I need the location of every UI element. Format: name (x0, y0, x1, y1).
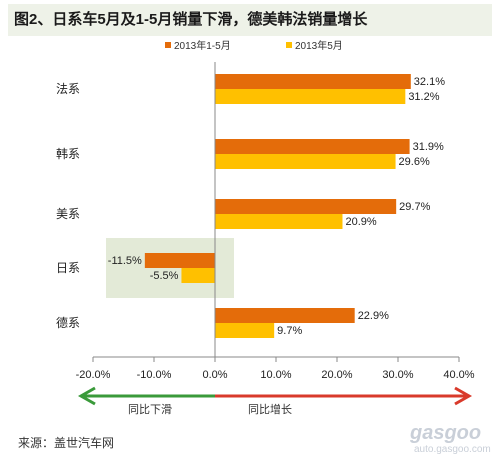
data-label: 22.9% (358, 310, 389, 322)
category-label: 德系 (56, 315, 80, 330)
x-tick-label: 0.0% (202, 369, 227, 381)
bar (144, 253, 215, 268)
data-label: 32.1% (414, 76, 445, 88)
data-label: 20.9% (345, 216, 376, 228)
legend-label: 2013年1-5月 (174, 39, 231, 52)
source-note: 来源：盖世汽车网 (18, 436, 115, 450)
bar (215, 89, 406, 104)
bar (215, 154, 396, 169)
legend-swatch (165, 42, 171, 48)
data-label: 31.2% (408, 91, 439, 103)
x-tick-label: 10.0% (260, 369, 291, 381)
arrow-right-head (454, 386, 473, 406)
bar (215, 199, 397, 214)
bar (181, 268, 215, 283)
watermark-url: auto.gasgoo.com (414, 444, 491, 455)
legend-swatch (286, 42, 292, 48)
category-label: 韩系 (56, 146, 80, 161)
bar (215, 323, 275, 338)
x-tick-label: 20.0% (321, 369, 352, 381)
x-tick-label: 30.0% (382, 369, 413, 381)
arrow-right-label: 同比增长 (248, 402, 292, 416)
bar (215, 74, 411, 89)
data-label: 29.7% (399, 201, 430, 213)
category-label: 日系 (56, 261, 80, 275)
category-label: 美系 (56, 207, 80, 221)
chart-title: 图2、日系车5月及1-5月销量下滑，德美韩法销量增长 (8, 4, 492, 36)
x-tick-label: -20.0% (76, 369, 111, 381)
bar (215, 308, 355, 323)
data-label: 31.9% (413, 141, 444, 153)
data-label: 29.6% (399, 156, 430, 168)
data-label: 9.7% (277, 325, 302, 337)
data-label: -5.5% (150, 270, 179, 282)
bar (215, 214, 343, 229)
category-label: 法系 (56, 82, 80, 96)
x-tick-label: 40.0% (443, 369, 474, 381)
watermark-logo: gasgoo (410, 422, 482, 444)
legend-label: 2013年5月 (295, 39, 343, 52)
bar (215, 139, 410, 154)
data-label: -11.5% (108, 255, 142, 267)
arrow-left-head (77, 386, 96, 406)
arrow-left-label: 同比下滑 (128, 403, 172, 416)
x-tick-label: -10.0% (137, 369, 172, 381)
